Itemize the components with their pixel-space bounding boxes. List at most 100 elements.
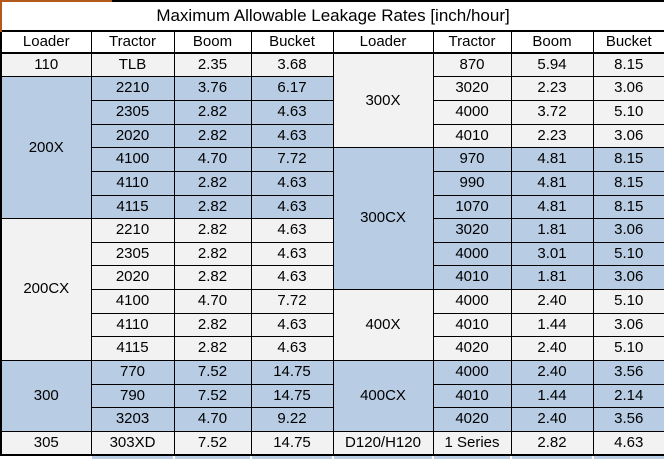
column-header-tractor-right: Tractor	[432, 30, 512, 55]
boom-cell: 3.01	[510, 241, 594, 267]
boom-cell: 2.23	[510, 123, 594, 149]
table-row: 2020 2.82 4.63 4010 1.81 3.06	[1, 265, 664, 291]
bucket-cell: 14.75	[250, 383, 334, 409]
boom-cell: 2.40	[510, 336, 594, 361]
loader-cell: 300X	[332, 52, 434, 149]
loader-cell: D120/H120	[332, 430, 434, 456]
table-row: 4110 2.82 4.63 990 4.81 8.15	[1, 170, 664, 196]
bucket-cell: 14.75	[250, 430, 334, 456]
bucket-cell: 3.06	[592, 265, 664, 291]
table-row: 200CX 2210 2.82 4.63 3020 1.81 3.06	[0, 218, 664, 361]
bucket-cell: 4.63	[250, 123, 334, 149]
tractor-cell: 303XD	[90, 430, 175, 456]
bucket-cell: 5.10	[592, 241, 664, 267]
column-header-loader-left: Loader	[0, 30, 92, 55]
bucket-cell: 4.63	[250, 336, 334, 361]
bucket-cell: 4.63	[250, 241, 334, 267]
column-header-loader-right: Loader	[332, 30, 434, 55]
boom-cell: 2.82	[173, 194, 252, 220]
tractor-cell: 4010	[432, 383, 512, 409]
table-row: 4115 2.82 4.63 1070 4.81 8.15	[1, 194, 664, 220]
tractor-cell: 4100	[90, 147, 175, 172]
tractor-cell: 4000	[432, 241, 512, 267]
bucket-cell: 4.63	[592, 430, 664, 456]
title-row: Maximum Allowable Leakage Rates [inch/ho…	[0, 0, 664, 33]
table-row: 4100 4.70 7.72 400X 4000 2.40 5.10	[1, 289, 664, 361]
boom-cell: 2.82	[173, 265, 252, 291]
boom-cell: 1.81	[510, 265, 594, 291]
tractor-cell: 4000	[432, 100, 512, 125]
boom-cell: 2.82	[173, 336, 252, 361]
table-row: 2020 2.82 4.63 4010 2.23 3.06	[1, 123, 664, 149]
boom-cell: 2.82	[173, 170, 252, 196]
column-header-tractor-left: Tractor	[90, 30, 175, 55]
bucket-cell: 4.63	[250, 100, 334, 125]
title-accent-top-border	[0, 0, 112, 2]
bucket-cell: 3.56	[592, 359, 664, 385]
boom-cell: 2.40	[510, 289, 594, 314]
boom-cell: 2.40	[510, 359, 594, 385]
tractor-cell: 4010	[432, 312, 512, 338]
tractor-cell: TLB	[90, 52, 175, 78]
tractor-cell: 4110	[90, 312, 175, 338]
table-row: 2305 2.82 4.63 4000 3.72 5.10	[1, 100, 664, 125]
tractor-cell: 970	[432, 147, 512, 172]
boom-cell: 2.82	[173, 241, 252, 267]
table-row: 790 7.52 14.75 4010 1.44 2.14	[1, 383, 664, 409]
bucket-cell: 4.63	[250, 312, 334, 338]
boom-cell: 7.52	[173, 359, 252, 385]
boom-cell: 4.81	[510, 170, 594, 196]
tractor-cell: 770	[90, 359, 175, 385]
boom-cell: 2.40	[510, 407, 594, 432]
loader-cell: 300CX	[332, 147, 434, 291]
boom-cell: 2.82	[510, 430, 594, 456]
bucket-cell: 8.15	[592, 52, 664, 78]
bucket-cell: 4.63	[250, 265, 334, 291]
column-header-bucket-left: Bucket	[250, 30, 334, 55]
tractor-cell: 4000	[432, 289, 512, 314]
tractor-cell: 2020	[90, 123, 175, 149]
boom-cell: 1.44	[510, 312, 594, 338]
bucket-cell: 8.15	[592, 147, 664, 172]
loader-cell: 200CX	[0, 218, 92, 361]
table-title: Maximum Allowable Leakage Rates [inch/ho…	[0, 0, 664, 33]
bucket-cell: 6.17	[250, 76, 334, 102]
tractor-cell: 4100	[90, 289, 175, 314]
bucket-cell: 8.15	[592, 194, 664, 220]
table-row: 300 770 7.52 14.75 400CX 4000 2.40 3.56	[0, 359, 664, 432]
table-row: 110 TLB 2.35 3.68 300X 870 5.94 8.15	[0, 52, 664, 149]
title-accent-left-border	[0, 0, 2, 32]
tractor-cell: 1 Series	[432, 430, 512, 456]
boom-cell: 5.94	[510, 52, 594, 78]
loader-cell: 300	[0, 359, 92, 432]
boom-cell: 7.52	[173, 430, 252, 456]
table-row: 3203 4.70 9.22 4020 2.40 3.56	[1, 407, 664, 432]
boom-cell: 4.70	[173, 407, 252, 432]
boom-cell: 1.44	[510, 383, 594, 409]
column-header-boom-right: Boom	[510, 30, 594, 55]
loader-cell: 200X	[0, 76, 92, 220]
bucket-cell: 5.10	[592, 100, 664, 125]
tractor-cell: 4020	[432, 336, 512, 361]
table-row: 4110 2.82 4.63 4010 1.44 3.06	[1, 312, 664, 338]
tractor-cell: 2305	[90, 241, 175, 267]
tractor-cell: 2210	[90, 76, 175, 102]
bucket-cell: 8.15	[592, 170, 664, 196]
boom-cell: 4.70	[173, 147, 252, 172]
column-header-bucket-right: Bucket	[592, 30, 664, 55]
bucket-cell: 4.63	[250, 218, 334, 243]
tractor-cell: 2210	[90, 218, 175, 243]
boom-cell: 2.82	[173, 218, 252, 243]
bucket-cell: 3.06	[592, 123, 664, 149]
tractor-cell: 4000	[432, 359, 512, 385]
table-body: 110 TLB 2.35 3.68 300X 870 5.94 8.15 200X 2210 3.7…	[0, 52, 664, 456]
boom-cell: 3.76	[173, 76, 252, 102]
bucket-cell: 3.68	[250, 52, 334, 78]
loader-cell: 110	[0, 52, 92, 78]
table-row: 4115 2.82 4.63 4020 2.40 5.10	[1, 336, 664, 361]
bucket-cell: 14.75	[250, 359, 334, 385]
header-row: Loader Tractor Boom Bucket Loader Tracto…	[0, 30, 664, 55]
loader-cell: 400X	[332, 289, 434, 361]
